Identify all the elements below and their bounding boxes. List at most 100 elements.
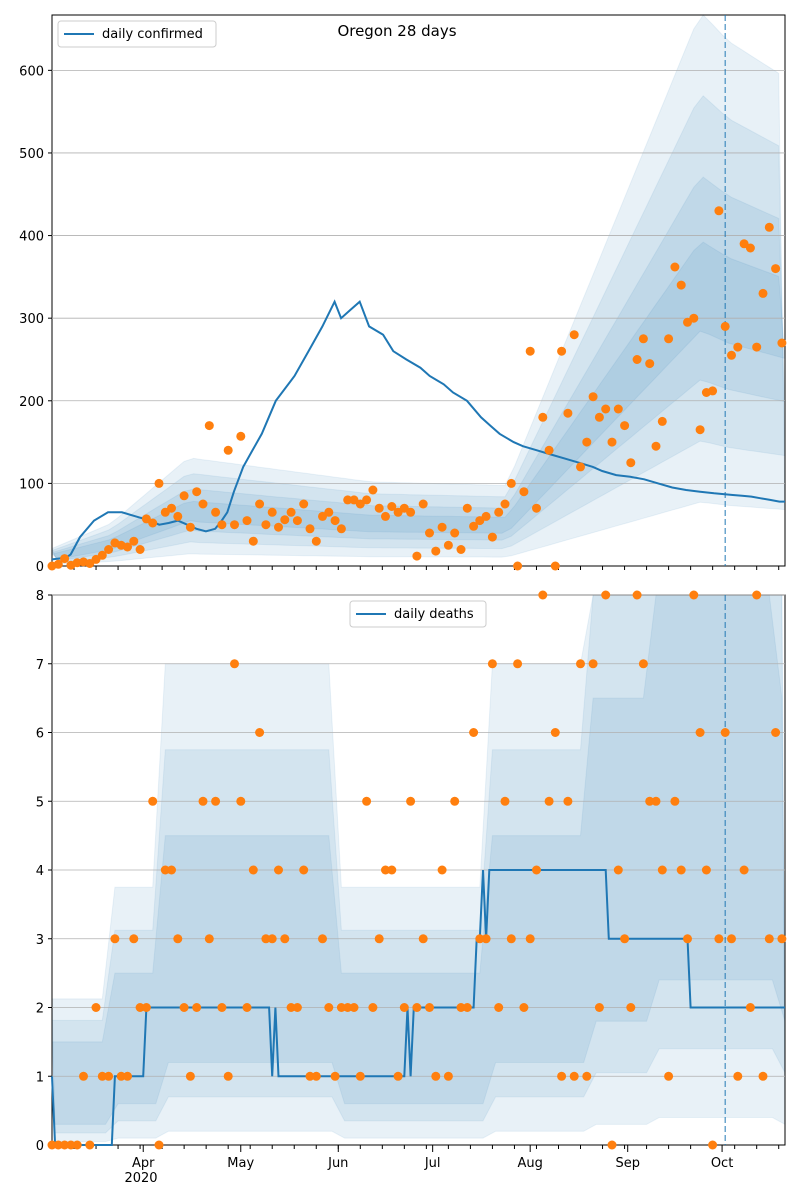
deaths-point (412, 1003, 422, 1012)
deaths-point (506, 934, 516, 944)
confirmed-point (494, 507, 504, 517)
confirmed-point (343, 495, 353, 505)
deaths-point (431, 1071, 441, 1081)
deaths-point (525, 934, 535, 944)
confirmed-point (456, 545, 466, 554)
confirmed-point (481, 511, 491, 521)
confirmed-point (267, 507, 277, 517)
confirmed-point (129, 536, 139, 546)
deaths-point (355, 1071, 365, 1081)
confirmed-point (437, 522, 447, 532)
deaths-point (179, 1003, 189, 1012)
deaths-point (362, 796, 372, 806)
confirmed-ytick-label: 0 (36, 560, 44, 575)
confirmed-ytick-label: 400 (19, 230, 44, 245)
deaths-point (255, 728, 265, 737)
deaths-point (324, 1003, 334, 1012)
deaths-point (47, 1140, 57, 1150)
confirmed-point (211, 507, 221, 517)
deaths-line (51, 869, 785, 1146)
confirmed-panel: 0 100 200 300 400 500 600 (19, 14, 787, 575)
confirmed-point (651, 441, 661, 451)
deaths-point (588, 659, 598, 669)
confirmed-point (538, 412, 548, 422)
confirmed-point (576, 462, 585, 472)
deaths-point (292, 1003, 302, 1012)
deaths-point (148, 796, 158, 806)
deaths-point (406, 796, 416, 806)
confirmed-line (51, 299, 785, 561)
confirmed-point (771, 264, 781, 274)
confirmed-point (135, 545, 145, 554)
confirmed-point (412, 551, 422, 561)
deaths-point (318, 934, 327, 944)
confirmed-point (632, 355, 642, 364)
confirmed-point (406, 507, 416, 517)
confirmed-point (274, 522, 283, 532)
deaths-point (349, 1003, 359, 1012)
confirmed-ytick-label: 100 (19, 477, 44, 492)
deaths-point (487, 659, 497, 669)
deaths-point (469, 728, 479, 737)
deaths-point (569, 1071, 579, 1081)
deaths-point (695, 728, 705, 737)
deaths-point (727, 934, 736, 944)
deaths-xtick-label: Oct (711, 1156, 733, 1171)
confirmed-point (532, 503, 541, 513)
deaths-point (425, 1003, 434, 1012)
confirmed-point (167, 503, 176, 513)
deaths-point (223, 1071, 233, 1081)
confirmed-point (450, 528, 460, 538)
deaths-point (481, 934, 491, 944)
confirmed-point (179, 491, 189, 501)
confirmed-point (764, 222, 774, 232)
confirmed-point (613, 404, 623, 414)
deaths-xtick-label: Jun (327, 1156, 348, 1171)
confirmed-point (60, 554, 70, 564)
deaths-point (638, 659, 648, 669)
confirmed-point (557, 346, 567, 356)
deaths-point (123, 1071, 132, 1081)
deaths-point (85, 1140, 95, 1150)
confirmed-ytick-label: 500 (19, 147, 44, 162)
confirmed-point (462, 503, 472, 513)
confirmed-point (192, 487, 202, 497)
deaths-point (626, 1003, 636, 1012)
deaths-point (594, 1003, 604, 1012)
legend-deaths: daily deaths (349, 600, 487, 628)
deaths-point (720, 728, 730, 737)
confirmed-point (645, 359, 655, 369)
confirmed-point (305, 524, 315, 534)
deaths-point (418, 934, 428, 944)
confirmed-point (550, 561, 560, 571)
confirmed-point (431, 546, 441, 556)
deaths-point (66, 1140, 76, 1150)
confirmed-point (261, 520, 271, 530)
confirmed-point (374, 503, 384, 513)
confirmed-point (204, 421, 214, 431)
confirmed-point (626, 458, 636, 468)
deaths-point (211, 796, 221, 806)
confirmed-point (292, 516, 302, 526)
deaths-point (53, 1140, 63, 1150)
confirmed-point (638, 334, 648, 344)
deaths-point (513, 659, 523, 669)
deaths-panel: 0 1 2 3 4 5 6 7 8 Apr May Jun Jul Aug Sep Oct (36, 589, 787, 1171)
confirmed-point (311, 536, 321, 546)
deaths-point (582, 1071, 592, 1081)
deaths-point (248, 865, 258, 875)
legend-confirmed: daily confirmed (57, 20, 217, 48)
confirmed-point (582, 437, 592, 447)
deaths-ytick-label: 2 (36, 1002, 44, 1017)
deaths-point (771, 728, 781, 737)
confirmed-point (381, 511, 390, 521)
confirmed-point (198, 499, 208, 509)
confirmed-point (752, 342, 762, 352)
confirmed-point (487, 532, 497, 542)
deaths-point (519, 1003, 529, 1012)
deaths-ytick-label: 1 (36, 1070, 44, 1085)
confirmed-point (154, 478, 164, 488)
confirmed-point (563, 408, 573, 418)
deaths-point (330, 1071, 340, 1081)
deaths-point (267, 934, 277, 944)
